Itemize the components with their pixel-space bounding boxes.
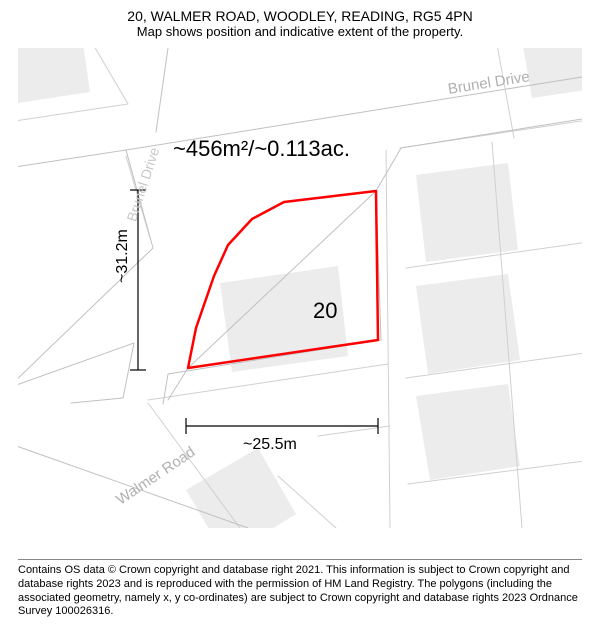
page-title: 20, WALMER ROAD, WOODLEY, READING, RG5 4… [10, 8, 590, 24]
dimension-vertical-label: ~31.2m [114, 229, 132, 283]
area-label: ~456m²/~0.113ac. [173, 136, 350, 162]
plot-number: 20 [313, 298, 337, 324]
copyright-footer: Contains OS data © Crown copyright and d… [18, 559, 582, 619]
page-subtitle: Map shows position and indicative extent… [10, 24, 590, 39]
map-svg [18, 48, 582, 528]
dimension-horizontal-label: ~25.5m [243, 436, 297, 454]
header: 20, WALMER ROAD, WOODLEY, READING, RG5 4… [0, 0, 600, 43]
map-container: Brunel Drive Brunel Drive Walmer Road ~4… [18, 48, 582, 528]
